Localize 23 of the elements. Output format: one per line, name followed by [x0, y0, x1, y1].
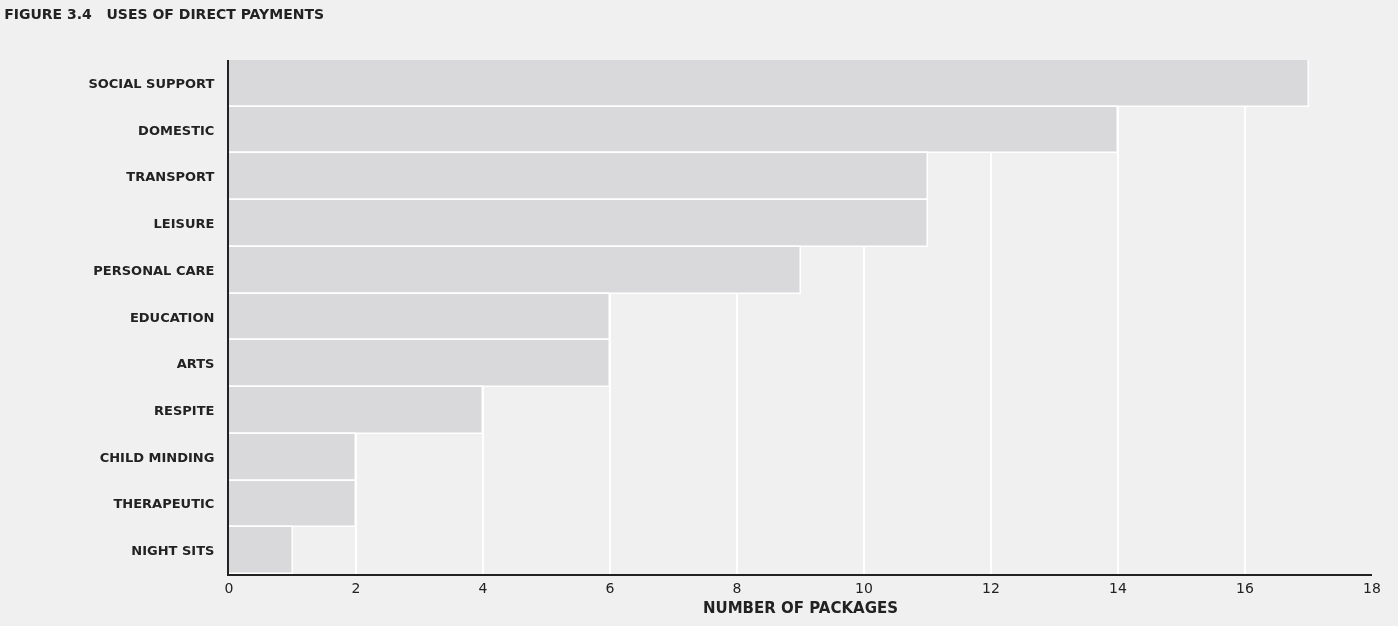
y-tick-label: PERSONAL CARE: [93, 262, 215, 278]
y-tick-label: EDUCATION: [129, 309, 215, 325]
x-tick-label: 6: [605, 579, 615, 596]
x-tick-label: 2: [351, 579, 361, 596]
y-tick-label: LEISURE: [153, 216, 215, 232]
x-tick-label: 8: [732, 579, 742, 596]
y-tick-label: TRANSPORT: [126, 169, 215, 185]
chart-title: FIGURE 3.4 USES OF DIRECT PAYMENTS: [4, 6, 325, 23]
y-tick-label: DOMESTIC: [138, 122, 215, 138]
y-tick-label: NIGHT SITS: [131, 543, 215, 559]
x-tick-label: 4: [478, 579, 488, 596]
x-tick-label: 14: [1109, 579, 1127, 596]
y-tick-label: THERAPEUTIC: [113, 496, 215, 512]
y-tick-label: RESPITE: [154, 403, 215, 418]
y-tick-label: CHILD MINDING: [99, 449, 215, 465]
x-axis-title: NUMBER OF PACKAGES: [702, 599, 899, 618]
x-tick-label: 18: [1363, 579, 1381, 596]
y-tick-label: SOCIAL SUPPORT: [88, 75, 215, 91]
x-tick-label: 0: [224, 579, 234, 596]
y-tick-label: ARTS: [176, 356, 215, 372]
x-tick-label: 10: [855, 579, 873, 596]
x-tick-label: 16: [1236, 579, 1254, 596]
x-tick-label: 12: [982, 579, 1000, 596]
